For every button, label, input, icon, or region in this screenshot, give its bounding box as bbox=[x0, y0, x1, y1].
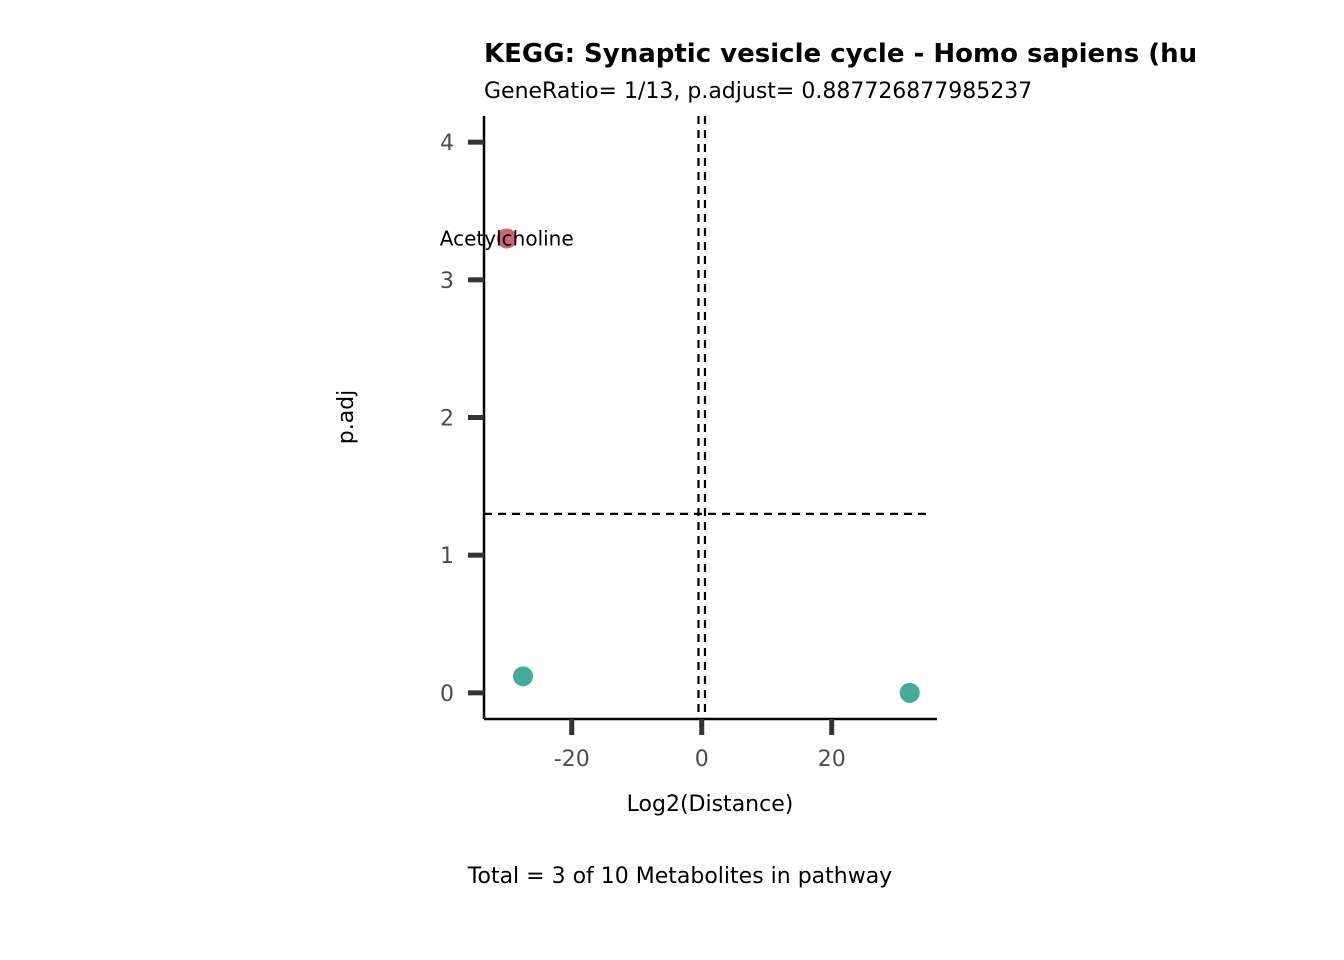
chart-subtitle: GeneRatio= 1/13, p.adjust= 0.88772687798… bbox=[484, 79, 1032, 104]
y-tick-label: 2 bbox=[440, 407, 454, 432]
data-point bbox=[496, 228, 517, 249]
y-tick-label: 4 bbox=[440, 131, 454, 156]
y-axis-ticks: 0 1 2 3 4 bbox=[440, 131, 484, 707]
y-tick-label: 3 bbox=[440, 269, 454, 294]
point-labels: Acetylcholine bbox=[440, 227, 574, 251]
chart-title: KEGG: Synaptic vesicle cycle - Homo sapi… bbox=[484, 39, 1197, 69]
y-axis-label: p.adj bbox=[334, 390, 359, 445]
x-axis-ticks: -20 0 20 bbox=[554, 719, 846, 772]
caption: Total = 3 of 10 Metabolites in pathway bbox=[467, 864, 892, 889]
point-label: Acetylcholine bbox=[440, 227, 574, 251]
data-point bbox=[512, 666, 533, 687]
data-points bbox=[496, 228, 920, 703]
x-tick-label: -20 bbox=[554, 747, 590, 772]
reference-lines bbox=[484, 116, 930, 719]
x-axis-label: Log2(Distance) bbox=[627, 792, 794, 817]
data-point bbox=[899, 682, 920, 703]
y-tick-label: 0 bbox=[440, 682, 454, 707]
x-tick-label: 20 bbox=[818, 747, 846, 772]
x-tick-label: 0 bbox=[695, 747, 709, 772]
y-tick-label: 1 bbox=[440, 544, 454, 569]
